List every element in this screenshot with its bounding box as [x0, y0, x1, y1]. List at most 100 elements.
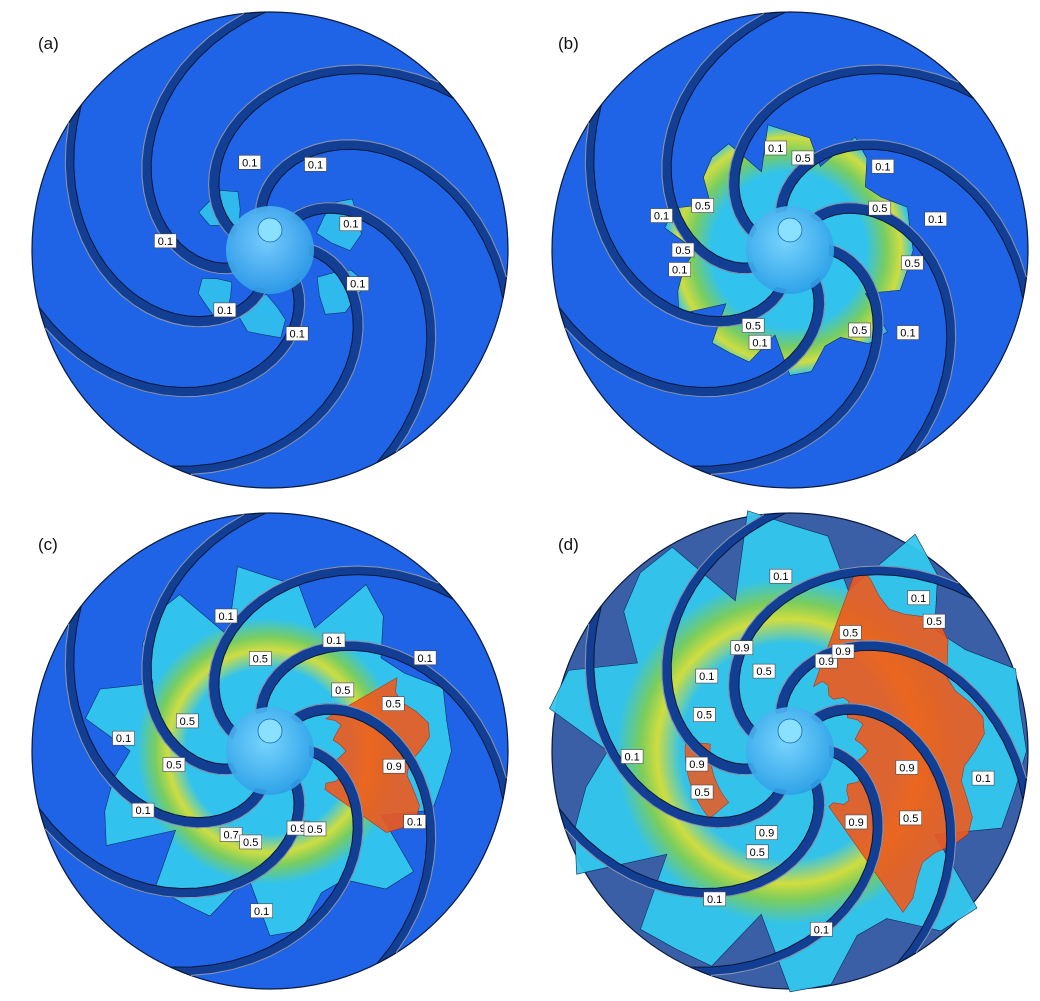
panel-label-c: (c)	[38, 535, 58, 554]
value-label-text: 0.5	[872, 203, 887, 215]
value-label: 0.5	[741, 318, 765, 333]
value-label-text: 0.5	[307, 824, 322, 836]
blade-highlight	[584, 122, 788, 328]
value-label-text: 0.1	[308, 159, 323, 171]
value-label: 0.5	[162, 757, 186, 772]
value-label-text: 0.1	[218, 611, 233, 623]
value-label-text: 0.9	[734, 643, 749, 655]
panel-label-d: (d)	[558, 535, 579, 554]
value-label-text: 0.9	[386, 761, 401, 773]
value-label: 0.7	[219, 827, 243, 842]
value-label-text: 0.5	[675, 245, 690, 257]
value-label: 0.1	[131, 802, 155, 818]
value-label-text: 0.1	[290, 329, 305, 341]
blade-highlight	[809, 202, 957, 453]
value-label: 0.9	[815, 653, 838, 669]
value-label: 0.5	[248, 651, 272, 666]
hub-nose	[257, 718, 283, 744]
blade-highlight	[208, 64, 439, 239]
value-label-text: 0.5	[695, 201, 710, 213]
panel-d: 0.1 0.1 0.5 0.5 0.1 0.5 0.9 0.9 0.9 0.5 0.9 0.9 0.1 0…	[520, 501, 1040, 1001]
hub	[746, 206, 834, 294]
blade-highlight	[710, 744, 884, 976]
value-label: 0.1	[907, 590, 930, 606]
value-label-text: 0.5	[697, 710, 712, 722]
blade-highlight	[190, 744, 364, 976]
value-label: 0.1	[748, 334, 772, 350]
value-label-text: 0.1	[217, 305, 232, 317]
value-label: 0.9	[844, 814, 868, 830]
value-label-text: 0.1	[814, 924, 829, 936]
value-label: 0.1	[413, 650, 437, 666]
value-label: 0.1	[238, 155, 262, 170]
value-label: 0.5	[671, 242, 695, 258]
value-label: 0.1	[304, 157, 327, 172]
value-label: 0.5	[868, 200, 892, 216]
value-label: 0.9	[685, 756, 709, 772]
value-label-text: 0.9	[689, 759, 704, 771]
value-label: 0.9	[286, 820, 310, 836]
value-label-text: 0.5	[905, 258, 920, 270]
value-label: 0.5	[381, 696, 405, 711]
value-label: 0.5	[303, 821, 327, 837]
hub	[746, 707, 834, 795]
blade-highlight	[44, 277, 306, 398]
blade-highlight	[774, 139, 1027, 278]
value-label-text: 0.1	[326, 635, 341, 647]
impeller-blades	[38, 11, 507, 475]
value-label: 0.1	[896, 325, 920, 340]
value-label: 0.1	[620, 749, 644, 764]
blade-highlight	[64, 122, 268, 328]
blade-highlight	[710, 243, 884, 475]
blade-highlight	[809, 703, 957, 954]
value-label: 0.1	[971, 770, 995, 786]
value-label-text: 0.1	[407, 817, 422, 829]
blade-highlight	[254, 640, 507, 779]
value-label-text: 0.1	[254, 906, 269, 918]
value-label: 0.1	[703, 891, 726, 907]
value-label-text: 0.1	[350, 279, 365, 291]
value-label-text: 0.5	[166, 759, 181, 771]
blade-highlight	[141, 12, 245, 275]
panel-b: 0.1 0.5 0.1 0.5 0.1 0.5 0.1 0.5 0.5 0.1 0.5 0.1 0.5 0…	[520, 0, 1040, 500]
blade-highlight	[564, 277, 826, 398]
value-label-text: 0.1	[707, 894, 722, 906]
value-label-text: 0.9	[835, 646, 850, 658]
value-label-text: 0.9	[899, 762, 914, 774]
value-label: 0.1	[764, 140, 787, 156]
value-label-text: 0.5	[750, 847, 765, 859]
blade-highlight	[190, 243, 364, 475]
panel-label-a: (a)	[38, 34, 59, 53]
value-label: 0.1	[154, 233, 177, 249]
blade-highlight	[728, 64, 959, 239]
blade-highlight	[584, 623, 788, 829]
value-label-text: 0.9	[819, 656, 834, 668]
value-label-text: 0.1	[928, 214, 943, 226]
value-label-text: 0.5	[253, 654, 268, 666]
blade-highlight	[774, 640, 1027, 779]
impeller-blades	[558, 11, 1027, 475]
value-label-text: 0.9	[849, 817, 864, 829]
panel-c: 0.1 0.1 0.5 0.1 0.5 0.5 0.1 0.5 0.5 0.9 0.1 0.7 0.5 0…	[0, 501, 520, 1001]
value-label: 0.1	[871, 159, 895, 174]
value-label-text: 0.5	[903, 813, 918, 825]
value-label-text: 0.1	[417, 653, 432, 665]
value-label-text: 0.1	[773, 571, 788, 583]
value-label: 0.1	[650, 208, 673, 223]
value-label: 0.9	[895, 760, 919, 775]
impeller-blades	[38, 512, 507, 976]
value-label: 0.9	[730, 640, 754, 655]
blade-highlight	[661, 12, 765, 275]
impeller-view-b: 0.1 0.5 0.1 0.5 0.1 0.5 0.1 0.5 0.5 0.1 0.5 0.1 0.5 0…	[551, 11, 1029, 489]
value-label: 0.5	[848, 322, 871, 338]
value-label-text: 0.1	[768, 143, 783, 155]
value-label: 0.5	[752, 663, 776, 679]
value-label-text: 0.1	[135, 805, 150, 817]
value-label-text: 0.1	[242, 157, 257, 169]
value-label: 0.1	[213, 302, 237, 318]
value-label: 0.1	[285, 326, 309, 341]
value-label: 0.9	[755, 825, 778, 841]
hub	[226, 206, 314, 294]
value-label: 0.9	[831, 643, 855, 659]
impeller-view-c: 0.10.10.5 0.10.50.50.10.50.5 0.90.10.70.50…	[31, 512, 509, 990]
